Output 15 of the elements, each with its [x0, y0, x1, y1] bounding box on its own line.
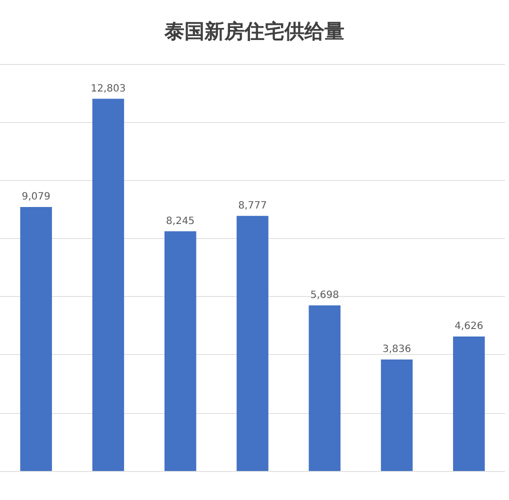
bar — [453, 336, 485, 471]
bar — [20, 207, 52, 471]
bar — [164, 231, 196, 471]
data-label: 12,803 — [90, 83, 126, 94]
data-label: 8,777 — [238, 200, 267, 212]
bar — [380, 359, 413, 471]
bar — [92, 98, 124, 471]
bar — [236, 216, 268, 471]
data-label: 5,698 — [310, 290, 339, 301]
data-label: 9,079 — [22, 192, 50, 203]
data-label: 3,836 — [382, 344, 412, 355]
chart-title: 泰国新房住宅供给量 — [164, 19, 344, 43]
data-label: 4,626 — [454, 321, 484, 332]
data-label: 8,245 — [166, 216, 195, 227]
bar — [308, 305, 341, 471]
